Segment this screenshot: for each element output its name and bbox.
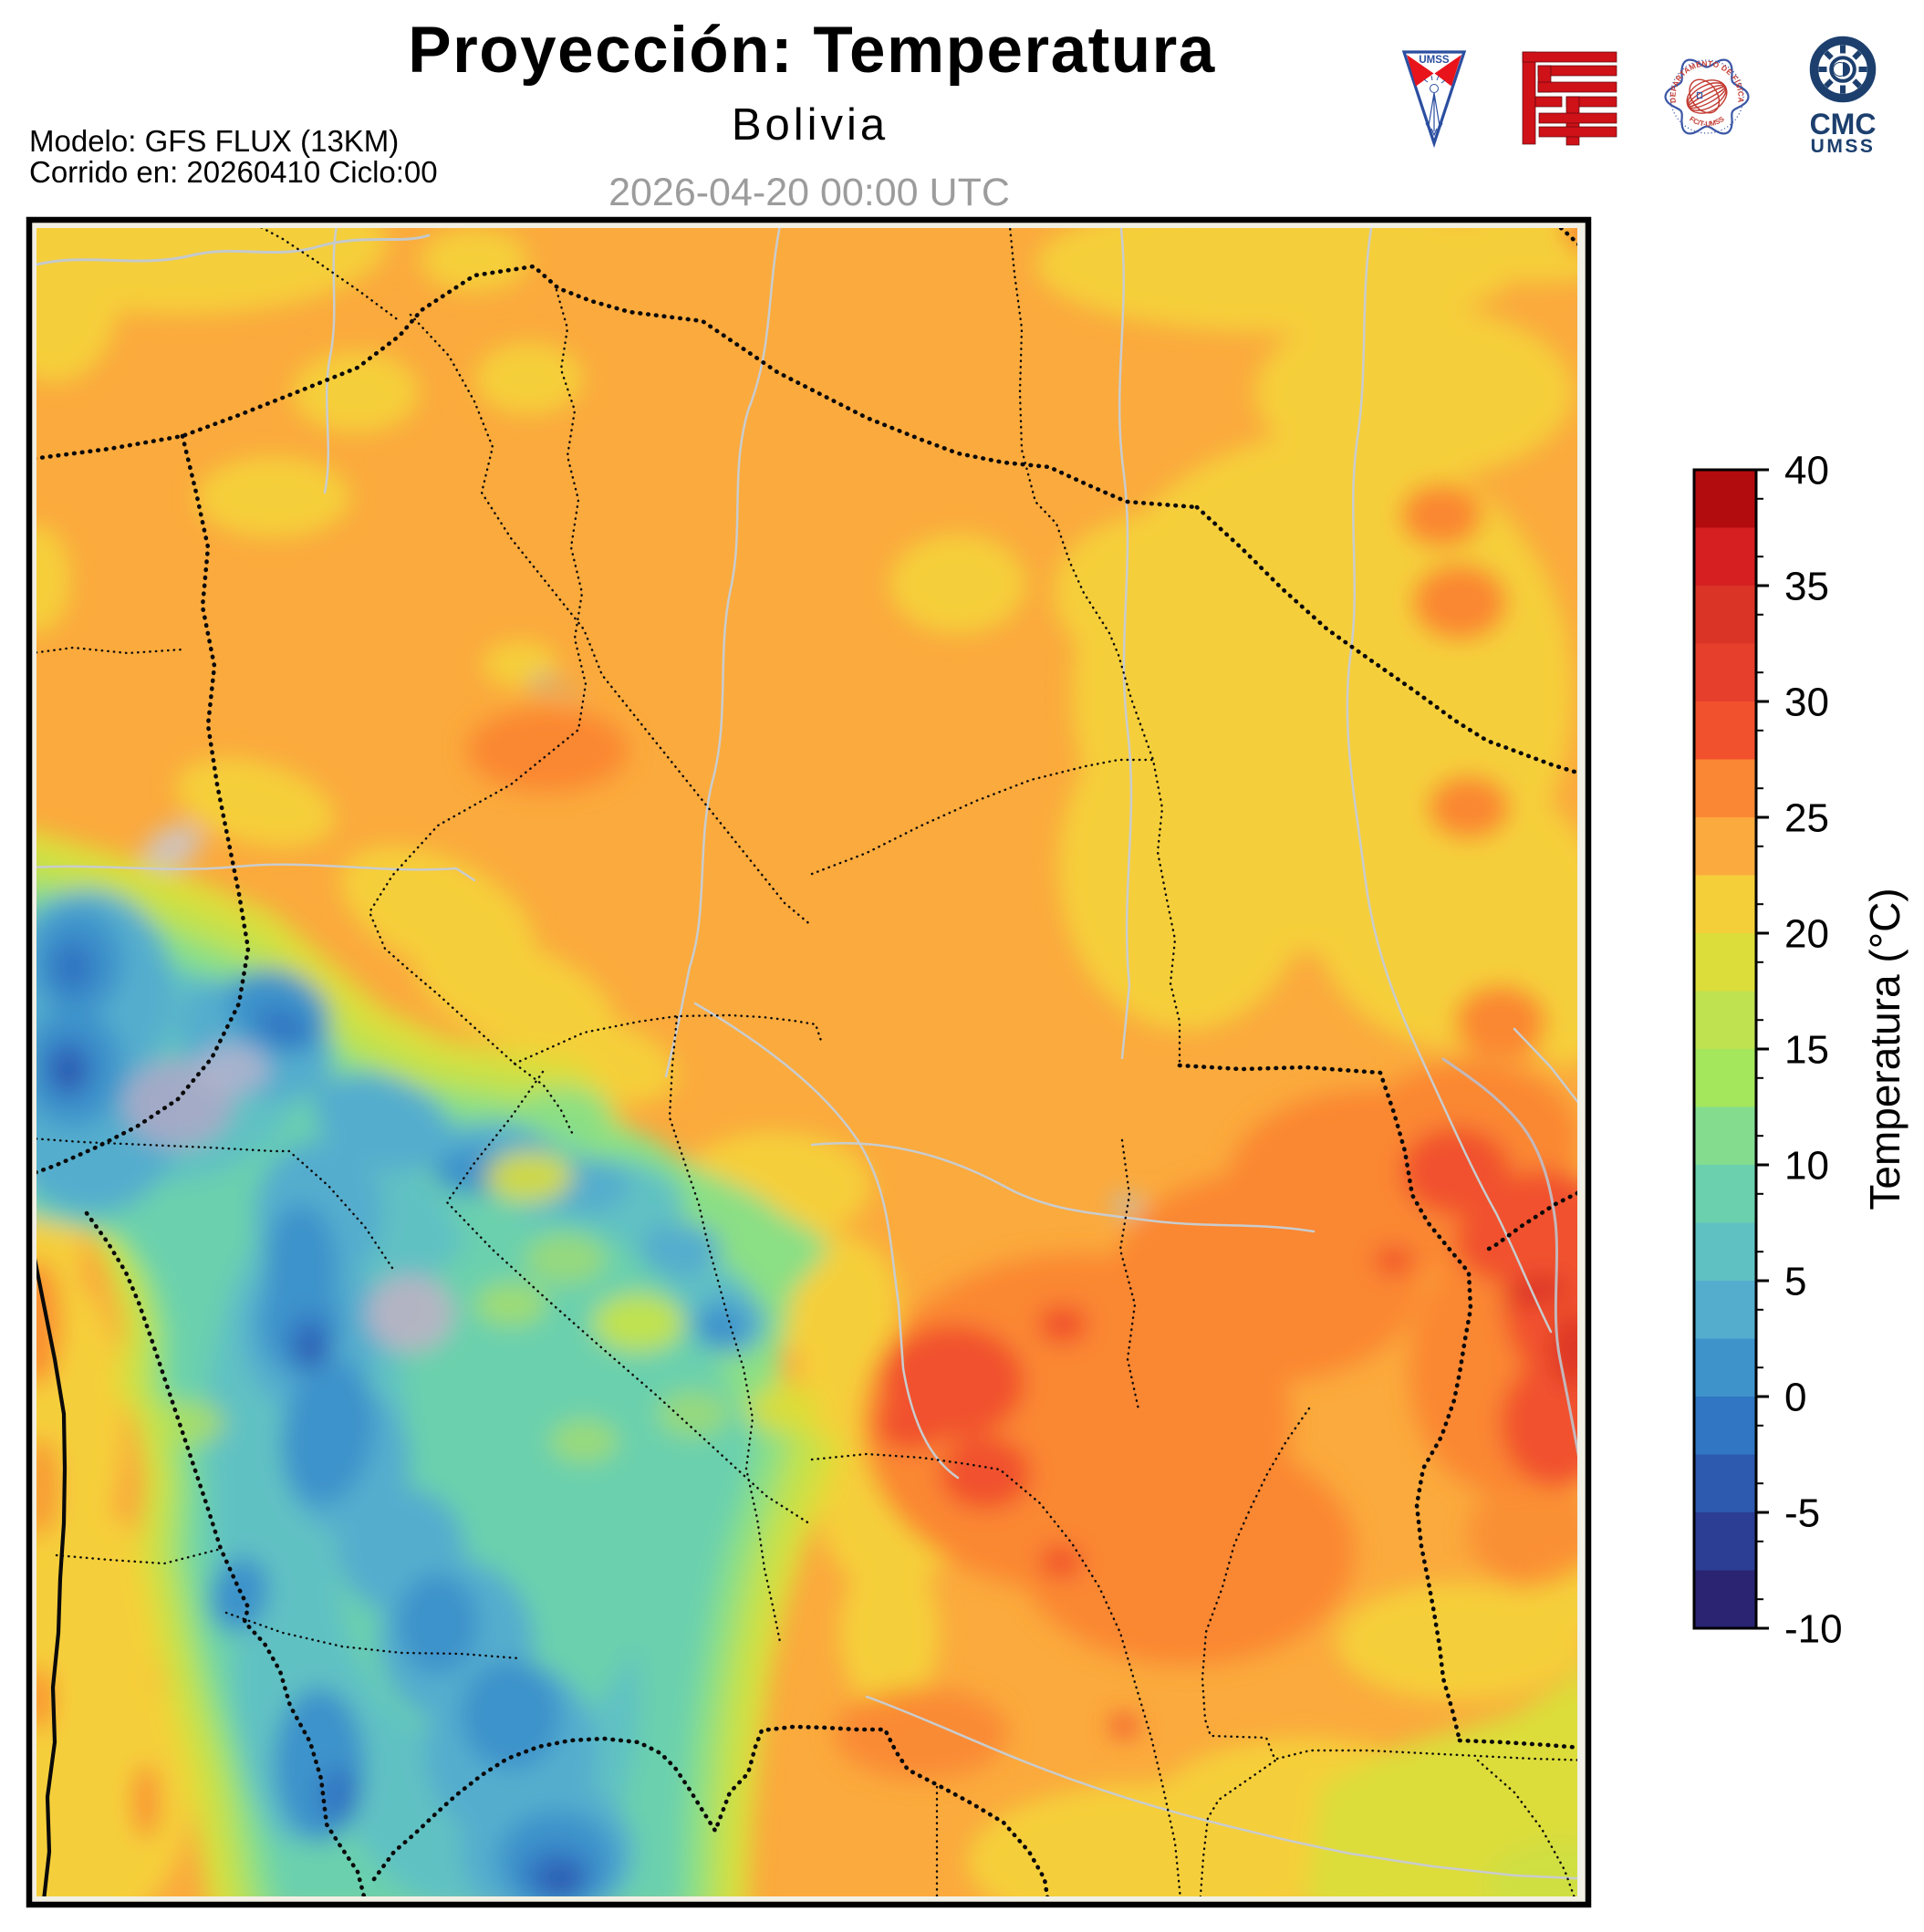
svg-text:-5: -5 [1784,1491,1820,1536]
svg-text:35: 35 [1784,565,1829,609]
svg-text:40: 40 [1784,449,1829,493]
svg-text:Temperatura (°C): Temperatura (°C) [1861,888,1908,1210]
svg-text:UMSS: UMSS [1419,55,1450,66]
svg-text:15: 15 [1784,1028,1829,1073]
svg-text:Proyección: Temperatura: Proyección: Temperatura [408,15,1215,87]
svg-text:UMSS: UMSS [1811,136,1876,157]
svg-text:-10: -10 [1784,1607,1843,1652]
svg-text:5: 5 [1784,1260,1806,1304]
svg-text:0: 0 [1784,1376,1806,1420]
svg-text:Corrido en: 20260410 Ciclo:00: Corrido en: 20260410 Ciclo:00 [29,155,438,189]
svg-text:Bolivia: Bolivia [732,100,889,150]
svg-text:30: 30 [1784,680,1829,725]
svg-text:Modelo: GFS FLUX (13KM): Modelo: GFS FLUX (13KM) [29,124,399,158]
svg-text:FC/T-UMSS: FC/T-UMSS [1688,115,1725,129]
svg-text:25: 25 [1784,796,1829,841]
svg-text:10: 10 [1784,1144,1829,1189]
svg-text:20: 20 [1784,912,1829,957]
svg-text:2026-04-20 00:00 UTC: 2026-04-20 00:00 UTC [608,171,1010,214]
svg-text:CMC: CMC [1810,108,1877,140]
